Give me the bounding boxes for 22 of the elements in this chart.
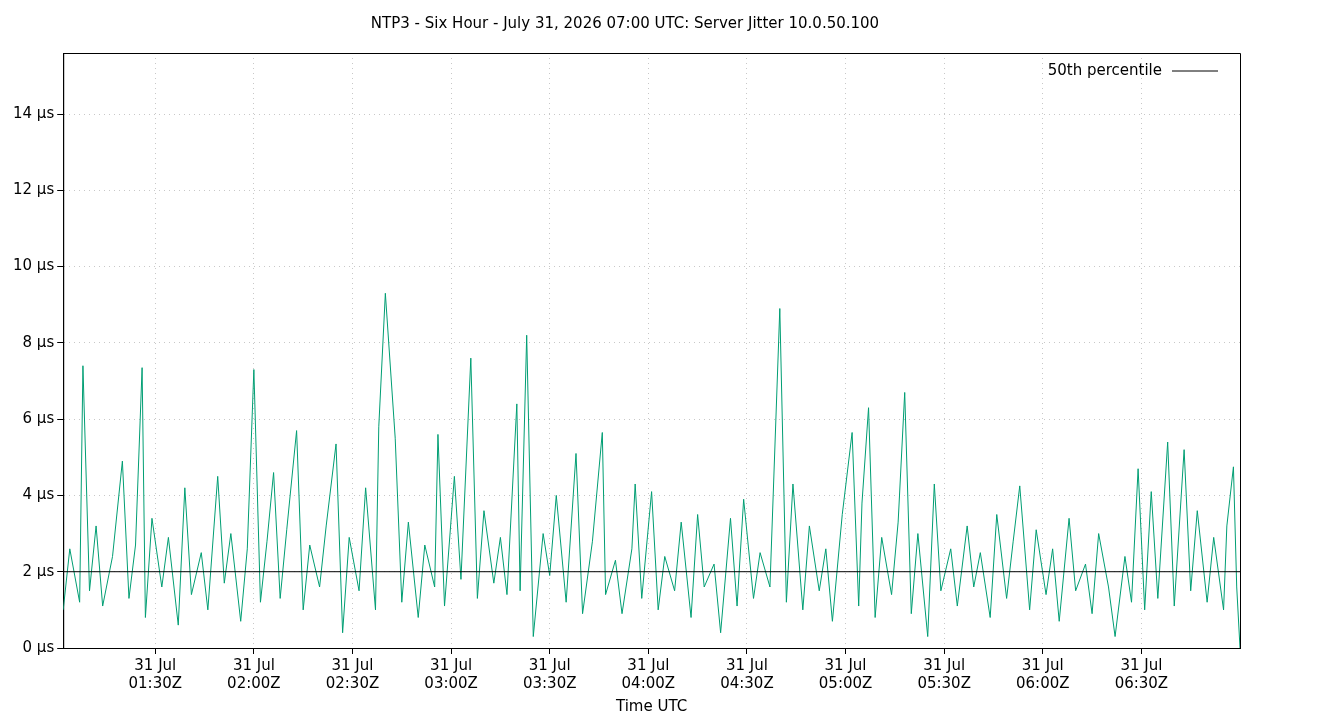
x-tick-label: 31 Jul 04:30Z <box>720 655 774 692</box>
x-tick-label: 31 Jul 02:30Z <box>325 655 380 692</box>
y-tick-label: 4 µs <box>22 485 55 504</box>
x-tick-label: 31 Jul 05:00Z <box>818 655 873 692</box>
y-tick-label: 2 µs <box>22 561 55 580</box>
x-tick-label: 31 Jul 03:30Z <box>522 655 577 692</box>
x-tick-label: 31 Jul 03:00Z <box>424 655 478 692</box>
y-tick-label: 0 µs <box>22 637 55 656</box>
x-tick-label: 31 Jul 05:30Z <box>917 655 971 692</box>
legend-label: 50th percentile <box>1047 60 1162 79</box>
chart-title: NTP3 - Six Hour - July 31, 2026 07:00 UTC: Server Jitter 10.0.50.100 <box>370 13 880 32</box>
x-tick-label: 31 Jul 02:00Z <box>227 655 281 692</box>
x-tick-label: 31 Jul 01:30Z <box>128 655 183 692</box>
x-tick-label: 31 Jul 06:00Z <box>1016 655 1070 692</box>
y-tick-label: 8 µs <box>22 332 55 351</box>
y-tick-label: 10 µs <box>12 256 55 275</box>
y-tick-label: 6 µs <box>22 409 55 428</box>
y-tick-label: 12 µs <box>12 180 55 199</box>
x-axis-title: Time UTC <box>615 696 688 715</box>
x-tick-label: 31 Jul 04:00Z <box>621 655 676 692</box>
x-tick-label: 31 Jul 06:30Z <box>1114 655 1169 692</box>
y-tick-label: 14 µs <box>12 103 55 122</box>
